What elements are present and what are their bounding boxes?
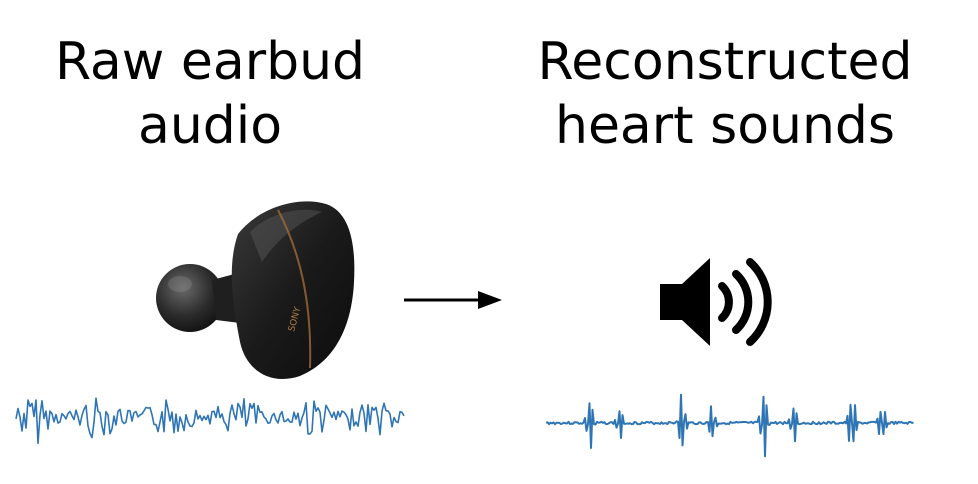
right-heading-line1: Reconstructed bbox=[537, 32, 913, 92]
reconstructed-waveform-trace bbox=[545, 393, 914, 458]
right-heading-line2: heart sounds bbox=[554, 96, 896, 156]
raw-waveform-trace bbox=[15, 397, 405, 445]
left-heading: Raw earbud audio bbox=[10, 30, 410, 158]
raw-waveform bbox=[15, 397, 405, 445]
reconstructed-waveform bbox=[545, 393, 914, 458]
right-heading: Reconstructed heart sounds bbox=[500, 30, 950, 158]
left-heading-line1: Raw earbud bbox=[54, 32, 366, 92]
right-arrow-icon bbox=[404, 291, 502, 309]
left-heading-line2: audio bbox=[137, 96, 283, 156]
earbud-icon: SONY bbox=[156, 201, 355, 379]
speaker-icon bbox=[660, 258, 772, 346]
